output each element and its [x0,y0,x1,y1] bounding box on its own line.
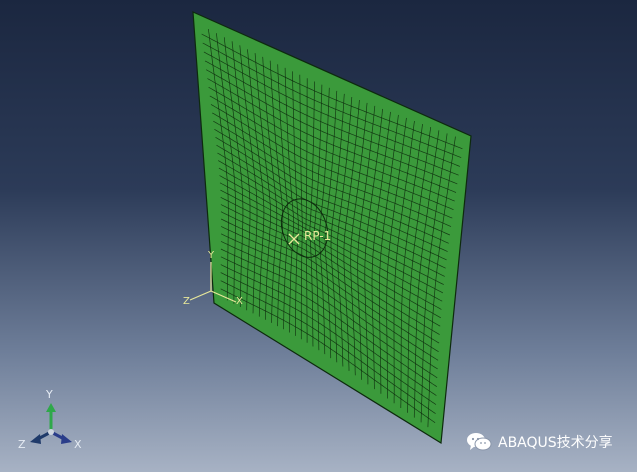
local-csys-triad [189,262,237,303]
local-z-axis-label: Z [183,296,190,307]
reference-point-marker [288,233,300,245]
global-y-axis-label: Y [46,388,53,401]
global-axis-triad [30,403,72,444]
reference-point-label: RP-1 [304,229,332,243]
local-y-axis-label: Y [208,250,215,261]
global-z-axis-label: Z [18,438,26,451]
watermark: ABAQUS技术分享 [466,430,613,454]
watermark-text: ABAQUS技术分享 [498,435,613,451]
plate-mesh [192,11,472,445]
local-x-axis-label: X [236,296,243,307]
global-x-axis-label: X [74,438,82,451]
wechat-icon [466,432,492,452]
